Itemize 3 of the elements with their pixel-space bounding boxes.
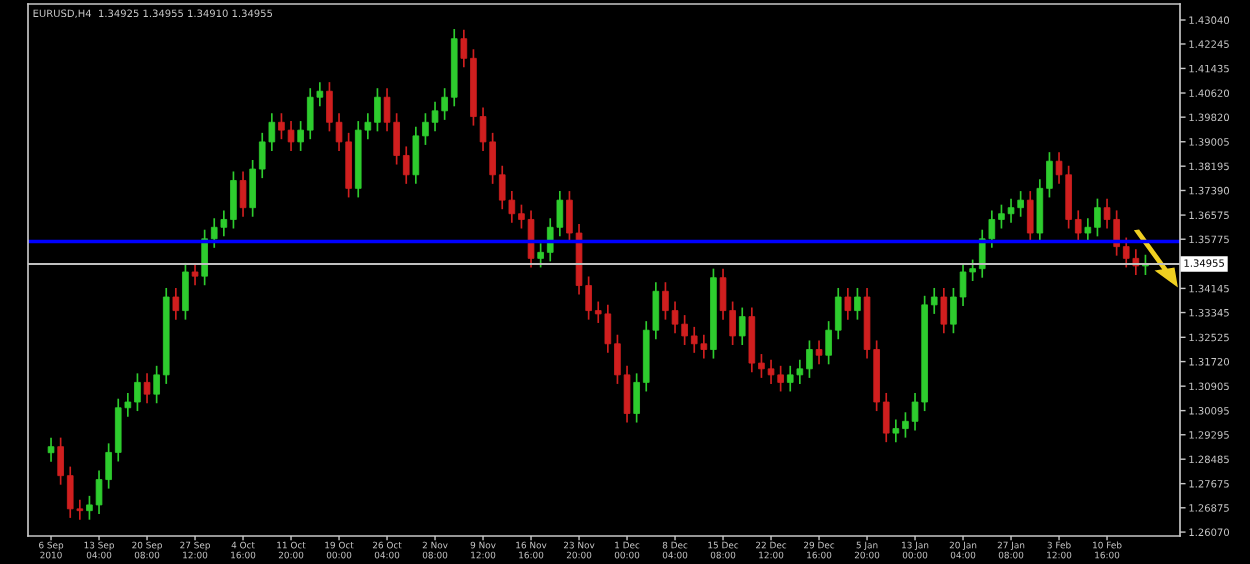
candlestick xyxy=(854,287,861,321)
candlestick xyxy=(182,262,189,321)
candlestick xyxy=(710,267,717,360)
